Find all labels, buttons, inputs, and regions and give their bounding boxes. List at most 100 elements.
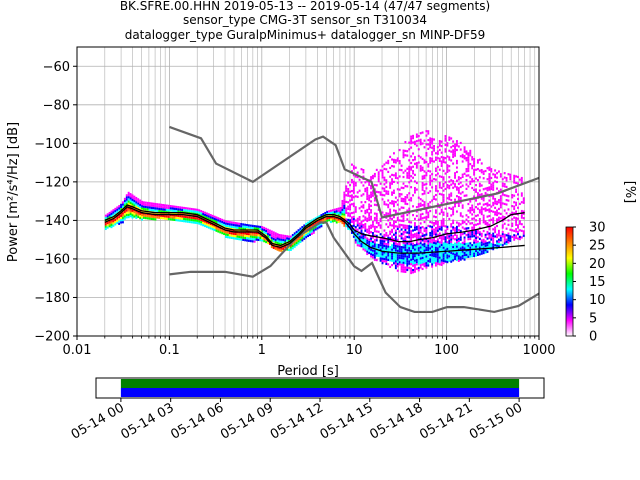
density-cell	[410, 236, 413, 239]
density-cell	[366, 228, 369, 231]
density-cell	[455, 142, 458, 145]
density-cell	[400, 263, 403, 266]
density-cell	[387, 245, 390, 248]
density-cell	[427, 169, 430, 172]
density-cell	[118, 209, 121, 212]
density-cell	[116, 221, 119, 225]
density-cell	[372, 174, 374, 178]
density-cell	[114, 223, 117, 226]
density-cell	[436, 242, 439, 246]
density-cell	[436, 234, 439, 237]
density-cell	[364, 240, 367, 243]
density-cell	[351, 163, 353, 166]
density-cell	[360, 236, 363, 239]
density-cell	[291, 247, 294, 250]
density-cell	[358, 224, 361, 228]
density-cell	[385, 249, 388, 252]
density-cell	[486, 244, 489, 247]
density-cell	[471, 244, 474, 247]
density-cell	[247, 226, 250, 229]
density-cell	[383, 242, 386, 245]
density-cell	[120, 216, 122, 220]
density-cell	[450, 159, 453, 162]
density-cell	[406, 174, 409, 177]
density-cell	[419, 242, 422, 245]
density-cell	[429, 181, 432, 184]
density-cell	[408, 236, 411, 239]
density-cell	[486, 204, 489, 207]
density-cell	[419, 198, 422, 201]
density-cell	[368, 243, 371, 246]
density-cell	[333, 217, 336, 220]
density-cell	[372, 190, 374, 193]
density-cell	[167, 206, 170, 210]
density-cell	[419, 222, 422, 225]
density-cell	[392, 246, 395, 249]
density-cell	[162, 203, 164, 207]
density-cell	[436, 203, 439, 206]
density-cell	[473, 164, 476, 167]
density-cell	[434, 222, 437, 225]
density-cell	[125, 214, 128, 217]
density-cell	[513, 179, 516, 182]
density-cell	[469, 253, 472, 256]
density-cell	[450, 253, 453, 257]
density-cell	[312, 227, 315, 230]
density-cell	[412, 229, 414, 232]
density-cell	[469, 154, 472, 157]
density-cell	[404, 198, 407, 201]
density-cell	[433, 230, 435, 234]
density-cell	[471, 186, 474, 190]
density-cell	[377, 243, 380, 247]
density-cell	[383, 214, 386, 217]
density-cell	[396, 265, 399, 268]
psd-plot-area: 0.01 0.1 1 10 100 1000 −60−80−100−120−140−160…	[34, 46, 556, 358]
density-cell	[465, 167, 468, 171]
density-cell	[356, 171, 359, 174]
density-cell	[123, 211, 126, 214]
density-cell	[427, 163, 430, 166]
density-cell	[484, 191, 487, 195]
density-cell	[469, 231, 472, 234]
density-cell	[228, 225, 231, 228]
density-cell	[129, 212, 132, 216]
density-cell	[133, 195, 136, 198]
density-cell	[415, 267, 418, 270]
density-cell	[391, 200, 393, 203]
density-cell	[478, 182, 481, 185]
density-cell	[351, 216, 353, 219]
density-cell	[433, 239, 435, 242]
density-cell	[127, 213, 130, 216]
density-cell	[394, 176, 397, 179]
density-cell	[383, 176, 386, 179]
density-cell	[444, 238, 447, 241]
density-cell	[370, 239, 373, 243]
density-cell	[442, 224, 445, 227]
density-cell	[497, 238, 500, 241]
density-cell	[496, 242, 498, 245]
density-cell	[496, 224, 498, 228]
density-cell	[392, 248, 395, 252]
density-cell	[314, 219, 317, 222]
noise-model-nlnm	[169, 221, 540, 314]
density-cell	[444, 253, 447, 257]
density-cell	[473, 210, 476, 214]
density-cell	[503, 238, 506, 241]
density-cell	[274, 232, 277, 235]
density-cell	[150, 215, 153, 218]
density-cell	[251, 235, 254, 239]
density-cell	[272, 235, 275, 238]
density-cell	[152, 204, 155, 208]
density-cell	[383, 258, 386, 261]
density-cell	[387, 263, 390, 266]
density-cell	[131, 203, 134, 206]
density-cell	[219, 218, 222, 221]
density-cell	[389, 232, 392, 236]
density-cell	[192, 210, 195, 213]
density-cell	[455, 239, 458, 242]
density-cell	[373, 175, 376, 178]
density-cell	[417, 161, 420, 164]
density-cell	[389, 217, 392, 220]
density-cell	[194, 210, 197, 213]
density-cell	[457, 222, 460, 225]
